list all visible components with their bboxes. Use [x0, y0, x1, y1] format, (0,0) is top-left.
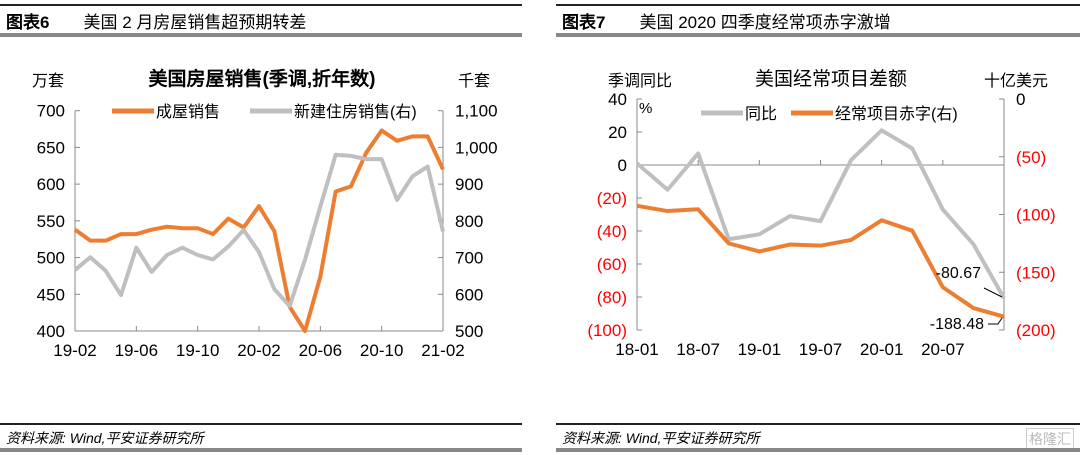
figure-number: 图表6: [6, 13, 50, 32]
source-note: 资料来源: Wind,平安证券研究所: [6, 430, 204, 446]
y-axis-label: 万套: [32, 72, 64, 90]
y-axis-unit: %: [639, 100, 652, 117]
x-tick-label: 21-02: [421, 341, 464, 360]
x-tick-label: 20-07: [921, 340, 964, 359]
top-rule: [0, 4, 522, 6]
series-line: [73, 128, 445, 333]
house-sales-chart: 700 650 600 550 500 450 400 1,100 1,000 900 800 700…: [32, 67, 498, 360]
right-tick-label: 1,100: [455, 102, 498, 121]
figure-title: 美国 2020 四季度经常项赤字激增: [639, 13, 891, 32]
x-tick-label: 20-10: [360, 341, 403, 360]
annotation-leader: [988, 317, 1003, 325]
legend-label: 经常项目赤字(右): [835, 105, 958, 123]
right-tick-label: 500: [455, 322, 483, 341]
header-rule: [556, 33, 1080, 37]
x-tick-label: 19-02: [53, 341, 96, 360]
left-tick-label: 600: [37, 175, 65, 194]
x-tick-label: 18-07: [676, 340, 719, 359]
footer-rule: [556, 423, 1080, 425]
left-panel: 图表6 美国 2 月房屋销售超预期转差 700 650 600 550 500 450 400…: [0, 0, 522, 455]
series-line: [636, 203, 1005, 319]
legend-label: 同比: [745, 105, 777, 123]
x-tick-label: 19-10: [176, 341, 219, 360]
right-tick-label: (150): [1016, 263, 1056, 282]
left-tick-label: 650: [37, 138, 65, 157]
figure-title: 美国 2 月房屋销售超预期转差: [83, 13, 307, 32]
x-tick-label: 19-06: [115, 341, 158, 360]
right-tick-label: (50): [1016, 148, 1046, 167]
right-tick-label: 600: [455, 285, 483, 304]
left-tick-label: 450: [37, 285, 65, 304]
left-tick-label: 500: [37, 249, 65, 268]
right-tick-label: 1,000: [455, 138, 498, 157]
figure-header: 图表6 美国 2 月房屋销售超预期转差: [6, 8, 306, 33]
left-tick-label: (100): [587, 321, 627, 340]
left-tick-label: (60): [597, 255, 627, 274]
x-tick-label: 19-07: [799, 340, 842, 359]
left-tick-label: (40): [597, 222, 627, 241]
annotation-leader: [983, 287, 1003, 298]
left-tick-label: 550: [37, 212, 65, 231]
current-account-chart: 40 20 0 (20) (40) (60) (80) (100) 0 (50) (100) (150…: [587, 68, 1056, 359]
y2-axis-label: 十亿美元: [984, 72, 1048, 90]
header-rule: [0, 33, 522, 37]
chart-title: 美国房屋销售(季调,折年数): [149, 67, 376, 90]
left-tick-label: 40: [608, 90, 627, 109]
top-rule: [556, 4, 1080, 6]
left-tick-label: 20: [608, 123, 627, 142]
source-note: 资料来源: Wind,平安证券研究所: [562, 430, 760, 446]
left-tick-label: (80): [597, 288, 627, 307]
right-tick-label: 900: [455, 175, 483, 194]
y-axis-label: 季调同比: [608, 72, 672, 90]
annotation-yoy: -80.67: [936, 265, 981, 282]
x-tick-label: 18-01: [615, 340, 658, 359]
x-tick-label: 20-02: [237, 341, 280, 360]
right-tick-label: 0: [1016, 90, 1025, 109]
left-tick-label: 400: [37, 322, 65, 341]
figure-number: 图表7: [562, 13, 606, 32]
x-tick-label: 20-01: [860, 340, 903, 359]
footer-rule: [0, 423, 522, 425]
figure-header: 图表7 美国 2020 四季度经常项赤字激增: [562, 8, 891, 33]
right-tick-label: 800: [455, 212, 483, 231]
x-tick-label: 20-06: [299, 341, 342, 360]
watermark-logo: 格隆汇: [1026, 428, 1074, 450]
chart-title: 美国经常项目差额: [755, 68, 907, 90]
series-line: [635, 128, 1006, 300]
series-line: [73, 152, 445, 309]
bottom-rule: [0, 448, 522, 452]
x-tick-label: 19-01: [738, 340, 781, 359]
left-tick-label: 0: [618, 156, 627, 175]
right-tick-label: (100): [1016, 206, 1056, 225]
left-tick-label: 700: [37, 102, 65, 121]
right-tick-label: (200): [1016, 321, 1056, 340]
left-tick-label: (20): [597, 189, 627, 208]
right-tick-label: 700: [455, 249, 483, 268]
y2-axis-label: 千套: [458, 72, 490, 90]
legend-label: 成屋销售: [156, 103, 220, 121]
bottom-rule: [556, 448, 1080, 452]
right-panel: 图表7 美国 2020 四季度经常项赤字激增 40 20 0 (20) (40) (60) (…: [556, 0, 1080, 455]
annotation-deficit: -188.48: [930, 316, 984, 333]
legend-label: 新建住房销售(右): [294, 103, 417, 121]
